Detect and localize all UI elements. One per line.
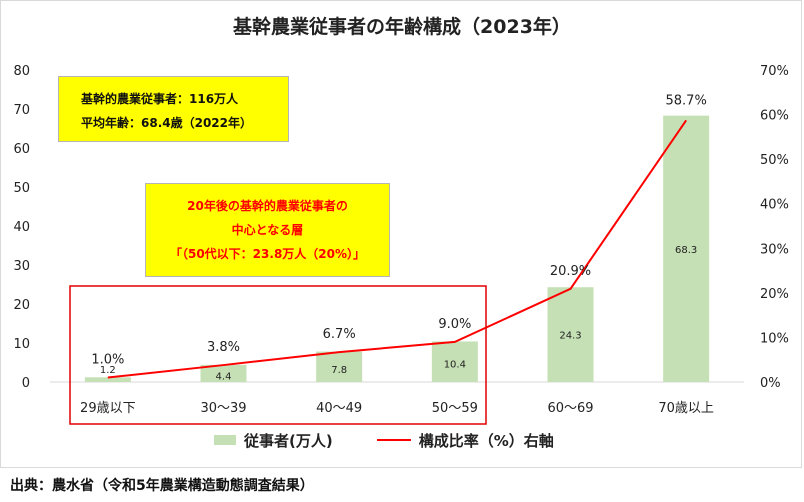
source-note: 出典：農水省（令和5年農業構造動態調査結果） xyxy=(10,478,314,494)
legend-line-swatch xyxy=(376,439,411,441)
line-value-label: 3.8% xyxy=(207,340,240,355)
bar-value-label: 24.3 xyxy=(559,331,581,342)
summary-total: 基幹的農業従事者：116万人 xyxy=(81,92,239,106)
bar xyxy=(431,341,478,382)
y-right-tick-label: 50% xyxy=(760,153,789,168)
y-left-tick-label: 30 xyxy=(13,259,30,274)
y-left-tick-label: 70 xyxy=(13,103,30,118)
core-group-callout: 20年後の基幹的農業従事者の 中心となる層 「（50代以下：23.8万人（20%… xyxy=(145,183,390,277)
bar-value-label: 10.4 xyxy=(444,360,466,371)
x-tick-label: 29歳以下 xyxy=(80,401,136,416)
y-right-tick-label: 10% xyxy=(760,331,789,346)
bar-value-label: 7.8 xyxy=(331,365,347,376)
y-right-tick-label: 40% xyxy=(760,198,789,213)
line-value-label: 1.0% xyxy=(91,353,124,368)
bar xyxy=(663,115,710,382)
line-value-label: 9.0% xyxy=(438,317,471,332)
line-value-label: 58.7% xyxy=(666,93,707,108)
bar-value-label: 1.2 xyxy=(100,365,116,376)
x-tick-label: 60～69 xyxy=(547,401,593,416)
core-callout-line2: 中心となる層 xyxy=(231,223,304,237)
y-left-tick-label: 50 xyxy=(13,181,30,196)
y-left-tick-label: 10 xyxy=(13,337,30,352)
legend-bar-label: 従事者(万人) xyxy=(244,431,333,450)
legend-line-label: 構成比率（%）右軸 xyxy=(418,431,554,450)
ratio-line xyxy=(107,119,687,379)
bar-value-label: 68.3 xyxy=(675,245,697,256)
bar xyxy=(316,351,363,382)
core-callout-line1: 20年後の基幹的農業従事者の xyxy=(187,199,348,213)
y-left-tick-label: 80 xyxy=(13,64,30,79)
y-left-tick-label: 60 xyxy=(13,142,30,157)
bar xyxy=(84,377,131,382)
y-left-tick-label: 40 xyxy=(13,220,30,235)
chart-title: 基幹農業従事者の年齢構成（2023年） xyxy=(233,16,571,38)
y-right-tick-label: 30% xyxy=(760,242,789,257)
y-right-tick-label: 60% xyxy=(760,109,789,124)
x-tick-label: 70歳以上 xyxy=(658,401,714,416)
y-right-tick-label: 20% xyxy=(760,287,789,302)
core-callout-line3: 「（50代以下：23.8万人（20%）」 xyxy=(169,247,366,261)
y-left-tick-label: 0 xyxy=(22,376,30,391)
y-left-tick-label: 20 xyxy=(13,298,30,313)
line-value-label: 20.9% xyxy=(550,264,591,279)
chart-legend: 従事者(万人) 構成比率（%）右軸 xyxy=(214,428,554,452)
x-tick-label: 40～49 xyxy=(316,401,362,416)
line-value-label: 6.7% xyxy=(323,327,356,342)
bar xyxy=(200,364,247,382)
x-tick-label: 50～59 xyxy=(432,401,478,416)
y-right-tick-label: 70% xyxy=(760,64,789,79)
core-group-bracket xyxy=(69,285,487,425)
bar-value-label: 4.4 xyxy=(216,371,232,382)
bar xyxy=(547,287,594,382)
legend-bar-swatch xyxy=(214,435,236,445)
y-right-tick-label: 0% xyxy=(760,376,781,391)
chart-frame xyxy=(0,0,802,468)
summary-average-age: 平均年齢：68.4歳（2022年） xyxy=(81,116,253,130)
x-tick-label: 30～39 xyxy=(200,401,246,416)
summary-box: 基幹的農業従事者：116万人 平均年齢：68.4歳（2022年） xyxy=(58,76,289,142)
